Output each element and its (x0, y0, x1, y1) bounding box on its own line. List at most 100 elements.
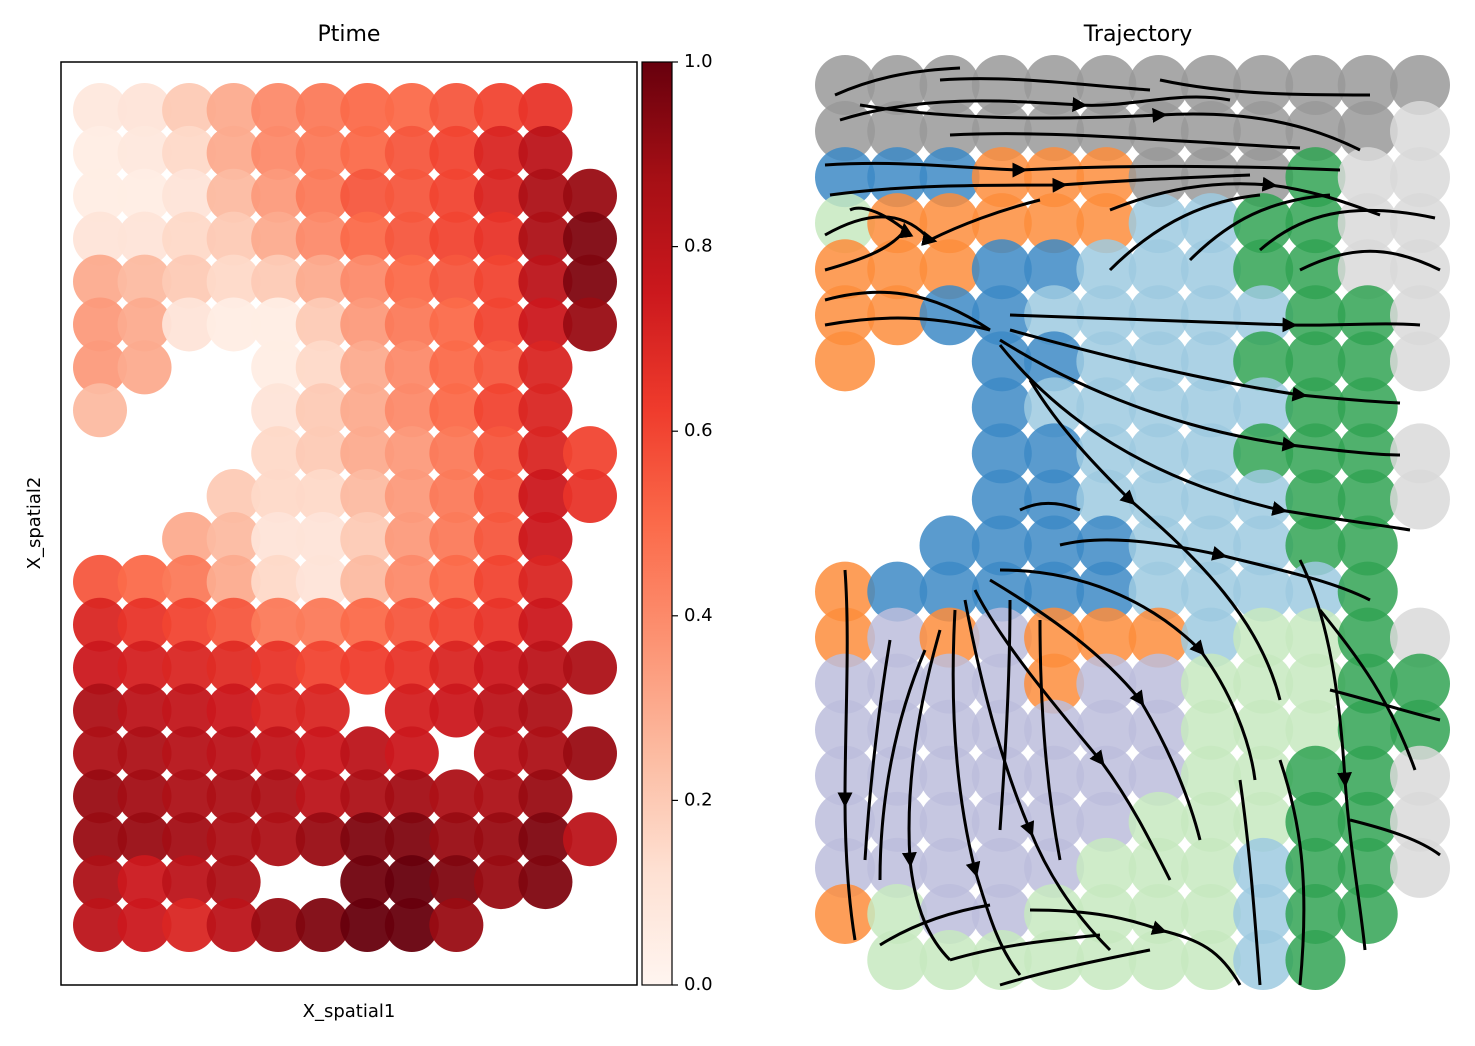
spot (971, 193, 1032, 254)
spot (473, 812, 528, 867)
spot (1128, 607, 1189, 668)
spot (117, 769, 172, 824)
spot (1390, 423, 1450, 484)
spot (1076, 561, 1137, 622)
spot (473, 383, 528, 438)
spot (1180, 883, 1241, 944)
spot (1337, 883, 1398, 944)
spot (384, 340, 439, 395)
spot (1337, 285, 1398, 346)
spot (206, 769, 261, 824)
spot (1128, 930, 1189, 990)
spot (384, 640, 439, 695)
spot (971, 469, 1032, 530)
spot (518, 812, 573, 867)
spot (73, 683, 127, 738)
spot (518, 340, 573, 395)
spot (206, 511, 261, 566)
spot (1337, 377, 1398, 438)
spot (518, 383, 573, 438)
spot (295, 769, 350, 824)
spot (429, 812, 484, 867)
spot (473, 254, 528, 309)
spot (251, 554, 306, 609)
spot (563, 254, 617, 309)
chart-title: Trajectory (1083, 22, 1193, 47)
spot (473, 640, 528, 695)
spot (384, 83, 439, 137)
spot (1337, 55, 1398, 115)
spot (919, 285, 980, 346)
spot (473, 597, 528, 652)
spot (1337, 561, 1398, 622)
spot (295, 83, 350, 137)
spot (1024, 653, 1085, 714)
spot (1285, 745, 1346, 806)
spot (251, 254, 306, 309)
spot (1233, 331, 1294, 392)
spot (1076, 377, 1137, 438)
spot (518, 211, 573, 266)
spot (295, 469, 350, 524)
spot (1285, 423, 1346, 484)
spot (1285, 883, 1346, 944)
spot (1285, 653, 1346, 714)
spot (1337, 745, 1398, 806)
spot (340, 769, 395, 824)
spot (73, 640, 127, 695)
spot (971, 239, 1032, 300)
spot (815, 285, 875, 346)
spot (473, 83, 528, 137)
spot (563, 211, 617, 266)
spot (1285, 930, 1346, 990)
spot (1390, 745, 1450, 806)
spot (206, 812, 261, 867)
spot (73, 297, 127, 352)
spot (473, 554, 528, 609)
spot (429, 83, 484, 137)
spot (206, 297, 261, 352)
spot (473, 168, 528, 223)
spot (473, 426, 528, 481)
spot (473, 125, 528, 180)
spot (867, 239, 928, 300)
spot (251, 383, 306, 438)
spot (1390, 331, 1450, 392)
spot (563, 469, 617, 524)
spot (1390, 837, 1450, 898)
colorbar-tick-label: 0.4 (684, 605, 713, 626)
spot (971, 147, 1032, 208)
spot (295, 426, 350, 481)
spot (1076, 699, 1137, 760)
spot (518, 726, 573, 781)
spot (971, 423, 1032, 484)
spot (1180, 561, 1241, 622)
spot (1285, 331, 1346, 392)
spot (1180, 837, 1241, 898)
spot (518, 511, 573, 566)
spot (295, 383, 350, 438)
spot (1180, 745, 1241, 806)
spot (206, 168, 261, 223)
spot (1076, 285, 1137, 346)
spot (340, 898, 395, 952)
spot (1180, 377, 1241, 438)
spot (1180, 423, 1241, 484)
spot (206, 898, 261, 952)
spot (429, 125, 484, 180)
spot (1024, 193, 1085, 254)
spot (1390, 55, 1450, 115)
spot (117, 683, 172, 738)
spot (295, 683, 350, 738)
spot (1233, 561, 1294, 622)
spot (1024, 515, 1085, 576)
spot (384, 125, 439, 180)
spot (919, 239, 980, 300)
spot (162, 297, 217, 352)
spot (206, 683, 261, 738)
spot (971, 745, 1032, 806)
spot (919, 791, 980, 852)
spot (1390, 285, 1450, 346)
spot (206, 597, 261, 652)
spot (1337, 239, 1398, 300)
